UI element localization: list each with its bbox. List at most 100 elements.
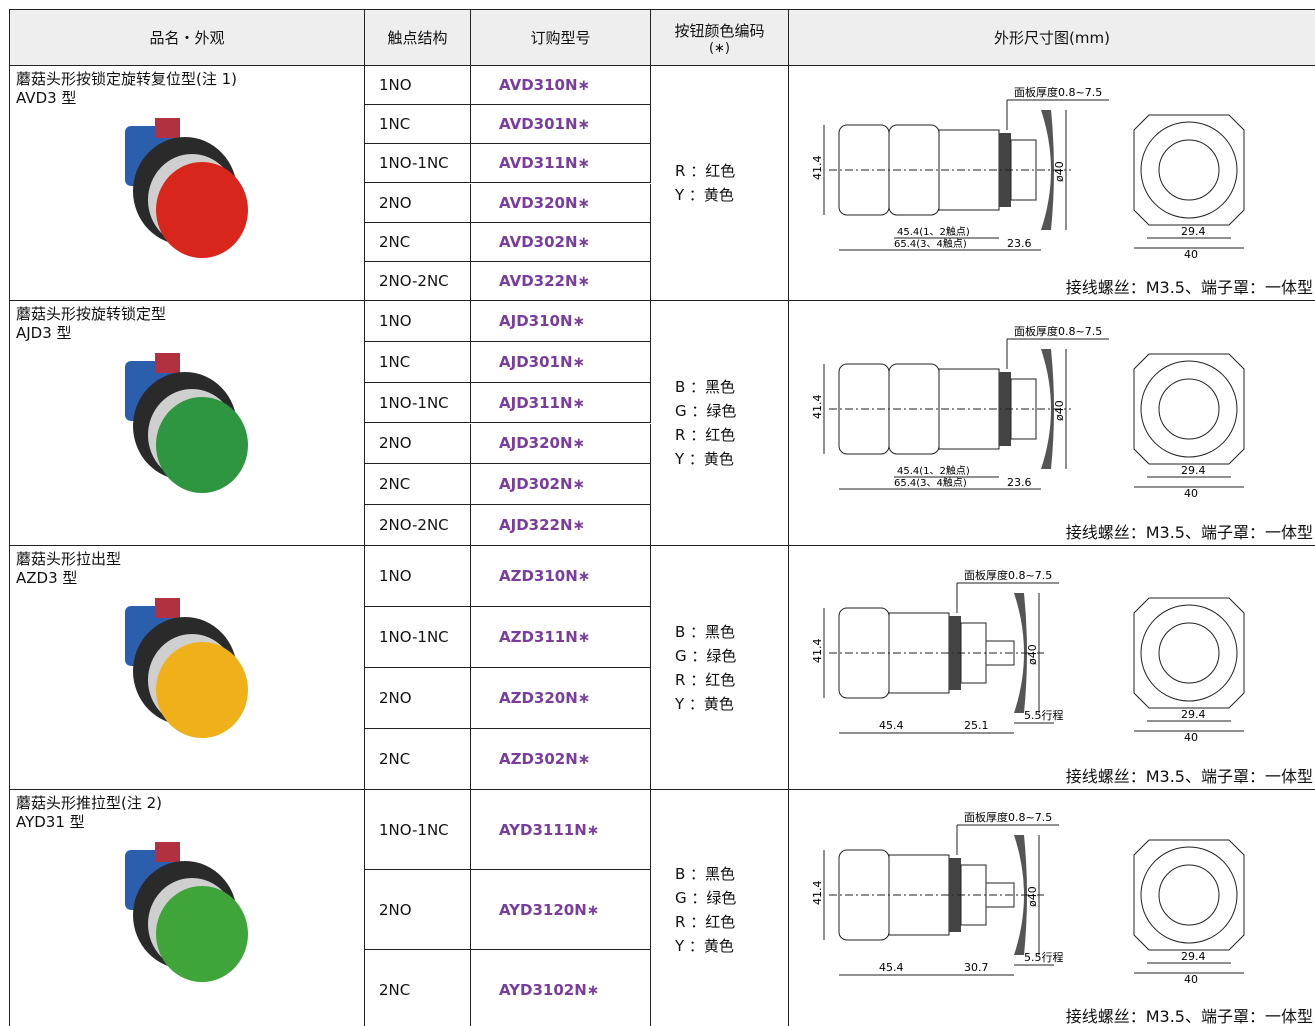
dim-label: 41.4: [811, 639, 824, 664]
dims-cell: 接线螺丝：M3.5、端子罩：一体型 41.4 ø40 面板厚度0.8~7.5 45.4(…: [789, 66, 1315, 301]
contact-cell: 1NC: [365, 341, 471, 383]
dim-label: 65.4(3、4触点): [894, 237, 967, 250]
image-part: [156, 886, 248, 982]
drawing-part: [1140, 604, 1238, 702]
contact-cell: 1NO-1NC: [365, 144, 471, 184]
product-image: [125, 598, 248, 738]
order-cell: AJD311N∗: [471, 382, 651, 424]
dim-label: 65.4(3、4触点): [894, 476, 967, 489]
product-name: 蘑菇头形按旋转锁定型: [16, 305, 167, 323]
color-code: Y ：黄色: [675, 450, 734, 468]
color-code: R ：红色: [675, 162, 736, 180]
order-cell: AZD310N∗: [471, 546, 651, 607]
drawing-part: [949, 616, 961, 690]
header-text: 订购型号: [530, 29, 591, 47]
product-image: [125, 842, 248, 982]
image-part: [155, 598, 180, 618]
contact-cell: 1NO: [365, 546, 471, 607]
dims-cell: 接线螺丝：M3.5、端子罩：一体型 41.4 ø40 面板厚度0.8~7.5 45.4 2…: [789, 546, 1315, 790]
contact-cell: 1NO-1NC: [365, 382, 471, 424]
color-code: R ：红色: [675, 670, 736, 689]
contact-cell: 2NO-2NC: [365, 505, 471, 546]
dim-label: 41.4: [811, 394, 824, 419]
contact-cell: 2NC: [365, 464, 471, 506]
order-cell: AVD311N∗: [471, 144, 651, 184]
header-text: 触点结构: [387, 29, 448, 47]
color-code: B ：黑色: [675, 378, 736, 396]
contact-cell: 2NC: [365, 950, 471, 1026]
dimension-drawing: 41.4 ø40 面板厚度0.8~7.5 45.4 30.7 5.5行程 29.4 40: [811, 810, 1245, 986]
dim-label: 45.4: [879, 961, 904, 974]
color-code: G ：绿色: [675, 888, 737, 907]
image-part: [156, 162, 248, 258]
color-code: R ：红色: [675, 912, 736, 931]
product-model: AYD31 型: [16, 813, 85, 831]
dim-label: 45.4: [879, 719, 904, 732]
dim-label: 29.4: [1181, 708, 1206, 721]
dimension-drawing: 41.4 ø40 面板厚度0.8~7.5 45.4(1、2触点)65.4(3、4触点)…: [811, 85, 1245, 261]
dimension-drawing: 41.4 ø40 面板厚度0.8~7.5 45.4(1、2触点)65.4(3、4触点)…: [811, 324, 1245, 500]
contact-cell: 2NC: [365, 729, 471, 790]
product-name: 蘑菇头形推拉型(注 2): [16, 794, 163, 812]
image-part: [155, 118, 180, 138]
dim-label: 25.1: [964, 719, 989, 732]
contact-cell: 1NC: [365, 105, 471, 145]
order-cell: AJD320N∗: [471, 423, 651, 465]
dim-label: 5.5行程: [1024, 709, 1064, 722]
drawing-part: [1158, 622, 1220, 684]
drawing-part: [1158, 864, 1220, 926]
dim-label: ø40: [1026, 886, 1039, 907]
header-text: 外形尺寸图(mm): [994, 29, 1110, 47]
order-cell: AYD3120N∗: [471, 870, 651, 950]
dim-label: 29.4: [1181, 464, 1206, 477]
dim-label: 29.4: [1181, 225, 1206, 238]
contact-cell: 2NC: [365, 222, 471, 262]
product-model: AVD3 型: [16, 89, 77, 107]
terminal-note: 接线螺丝：M3.5、端子罩：一体型: [1065, 278, 1313, 297]
color-code: B ：黑色: [675, 622, 736, 641]
image-part: [155, 353, 180, 373]
order-cell: AVD301N∗: [471, 105, 651, 145]
product-name: 蘑菇头形拉出型: [16, 550, 122, 568]
drawing-part: [1158, 378, 1220, 439]
dim-label: ø40: [1026, 644, 1039, 665]
header-text: (∗): [708, 40, 731, 56]
contact-cell: 1NO-1NC: [365, 790, 471, 870]
drawing-part: [1158, 139, 1220, 201]
drawing-part: [1133, 114, 1245, 226]
color-code: G ：绿色: [675, 646, 737, 665]
header-text: 品名・外观: [149, 29, 225, 47]
dim-label: ø40: [1053, 400, 1066, 421]
drawing-part: [1014, 835, 1027, 955]
order-cell: AYD3111N∗: [471, 790, 651, 870]
header-cell: 品名・外观: [10, 10, 365, 66]
product-cell: 蘑菇头形按锁定旋转复位型(注 1) AVD3 型: [10, 66, 365, 301]
header-cell: 按钮颜色编码 (∗): [651, 10, 789, 66]
drawing-part: [1140, 360, 1238, 457]
dim-label: 30.7: [964, 961, 989, 974]
drawing-part: [1014, 593, 1027, 713]
dim-label: 面板厚度0.8~7.5: [964, 568, 1052, 582]
contact-cell: 1NO: [365, 66, 471, 106]
color-code: R ：红色: [675, 426, 736, 444]
contact-cell: 2NO: [365, 423, 471, 465]
product-image: [125, 118, 248, 258]
image-part: [156, 642, 248, 738]
dim-label: 面板厚度0.8~7.5: [1014, 324, 1102, 338]
order-cell: AJD302N∗: [471, 464, 651, 506]
dim-label: 41.4: [811, 156, 824, 181]
contact-cell: 2NO: [365, 668, 471, 729]
dim-label: ø40: [1053, 161, 1066, 182]
dim-label: 23.6: [1007, 476, 1032, 489]
contact-cell: 1NO-1NC: [365, 607, 471, 668]
contact-cell: 1NO: [365, 301, 471, 342]
order-cell: AJD322N∗: [471, 505, 651, 546]
table-border: [9, 9, 10, 1026]
dim-label: 45.4(1、2触点): [897, 225, 970, 238]
drawing-part: [1133, 839, 1245, 951]
table-border: [9, 9, 1315, 10]
product-name: 蘑菇头形按锁定旋转复位型(注 1): [16, 70, 238, 88]
dims-cell: 接线螺丝：M3.5、端子罩：一体型 41.4 ø40 面板厚度0.8~7.5 45.4 3…: [789, 790, 1315, 1026]
color-code: Y ：黄色: [675, 936, 734, 955]
contact-cell: 2NO: [365, 183, 471, 223]
